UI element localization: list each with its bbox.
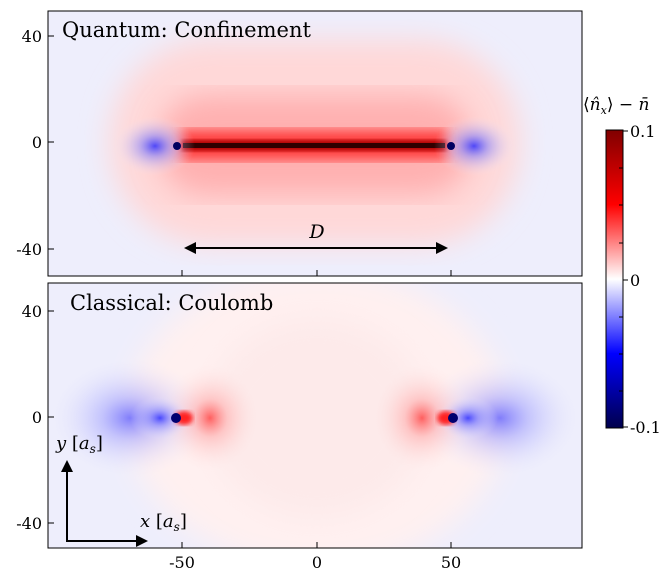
panel-bottom: Classical: Coulomb y [as] x [as] 40 0 -4… xyxy=(16,282,583,572)
length-arrow xyxy=(184,242,448,254)
frame-top xyxy=(47,10,583,277)
y-tick-label: 0 xyxy=(32,133,42,152)
blue-lobe-right xyxy=(438,396,498,440)
colorbar-tick-label: 0 xyxy=(630,271,640,290)
x-tick-label: 50 xyxy=(441,553,461,572)
red-lobe-left xyxy=(160,363,260,473)
string-center-line xyxy=(183,143,445,148)
axes-indicator xyxy=(61,460,148,547)
arrowhead-right xyxy=(436,242,448,254)
y-tick-label: 0 xyxy=(32,408,42,427)
frame-bottom xyxy=(47,282,583,549)
y-tick-label: 40 xyxy=(22,27,42,46)
panel-title-top: Quantum: Confinement xyxy=(62,18,311,42)
y-axis-label: y [as] xyxy=(55,433,103,456)
y-arrowhead xyxy=(61,460,73,472)
y-ticks-bottom: 40 0 -40 xyxy=(16,302,54,533)
colorbar-label: ⟨n̂x⟩ − n̄ xyxy=(583,95,649,117)
blue-lobe-right xyxy=(434,116,514,176)
red-halo-inner xyxy=(207,318,427,518)
blue-lobe-left xyxy=(115,116,195,176)
x-ticks-bottom: -50 0 50 xyxy=(169,542,461,572)
x-arrowhead xyxy=(136,535,148,547)
red-lobe-right xyxy=(372,363,472,473)
y-tick-label: 40 xyxy=(22,302,42,321)
x-tick-label: -50 xyxy=(169,553,195,572)
heatmap-top xyxy=(48,11,582,276)
heatmap-bottom xyxy=(48,283,582,548)
charge-left xyxy=(171,413,181,423)
colorbar-gradient xyxy=(605,129,624,429)
colorbar-tick-label: 0.1 xyxy=(630,122,655,141)
length-label: D xyxy=(308,221,324,243)
y-tick-label: -40 xyxy=(16,240,42,259)
blue-lobe-left xyxy=(130,396,190,440)
charge-left xyxy=(173,142,181,150)
panel-title-bottom: Classical: Coulomb xyxy=(70,291,273,315)
arrowhead-left xyxy=(184,242,196,254)
charge-right xyxy=(447,142,455,150)
x-tick-label: 0 xyxy=(312,553,322,572)
panel-top: D Quantum: Confinement 40 0 -40 xyxy=(16,10,583,277)
colorbar-tick-label: -0.1 xyxy=(630,418,661,437)
y-tick-label: -40 xyxy=(16,514,42,533)
x-axis-label: x [as] xyxy=(140,511,187,534)
colorbar: ⟨n̂x⟩ − n̄ 0.1 0 -0.1 xyxy=(583,95,661,437)
charge-right xyxy=(448,413,458,423)
y-ticks-top: 40 0 -40 xyxy=(16,27,54,259)
x-ticks-top xyxy=(181,270,452,276)
